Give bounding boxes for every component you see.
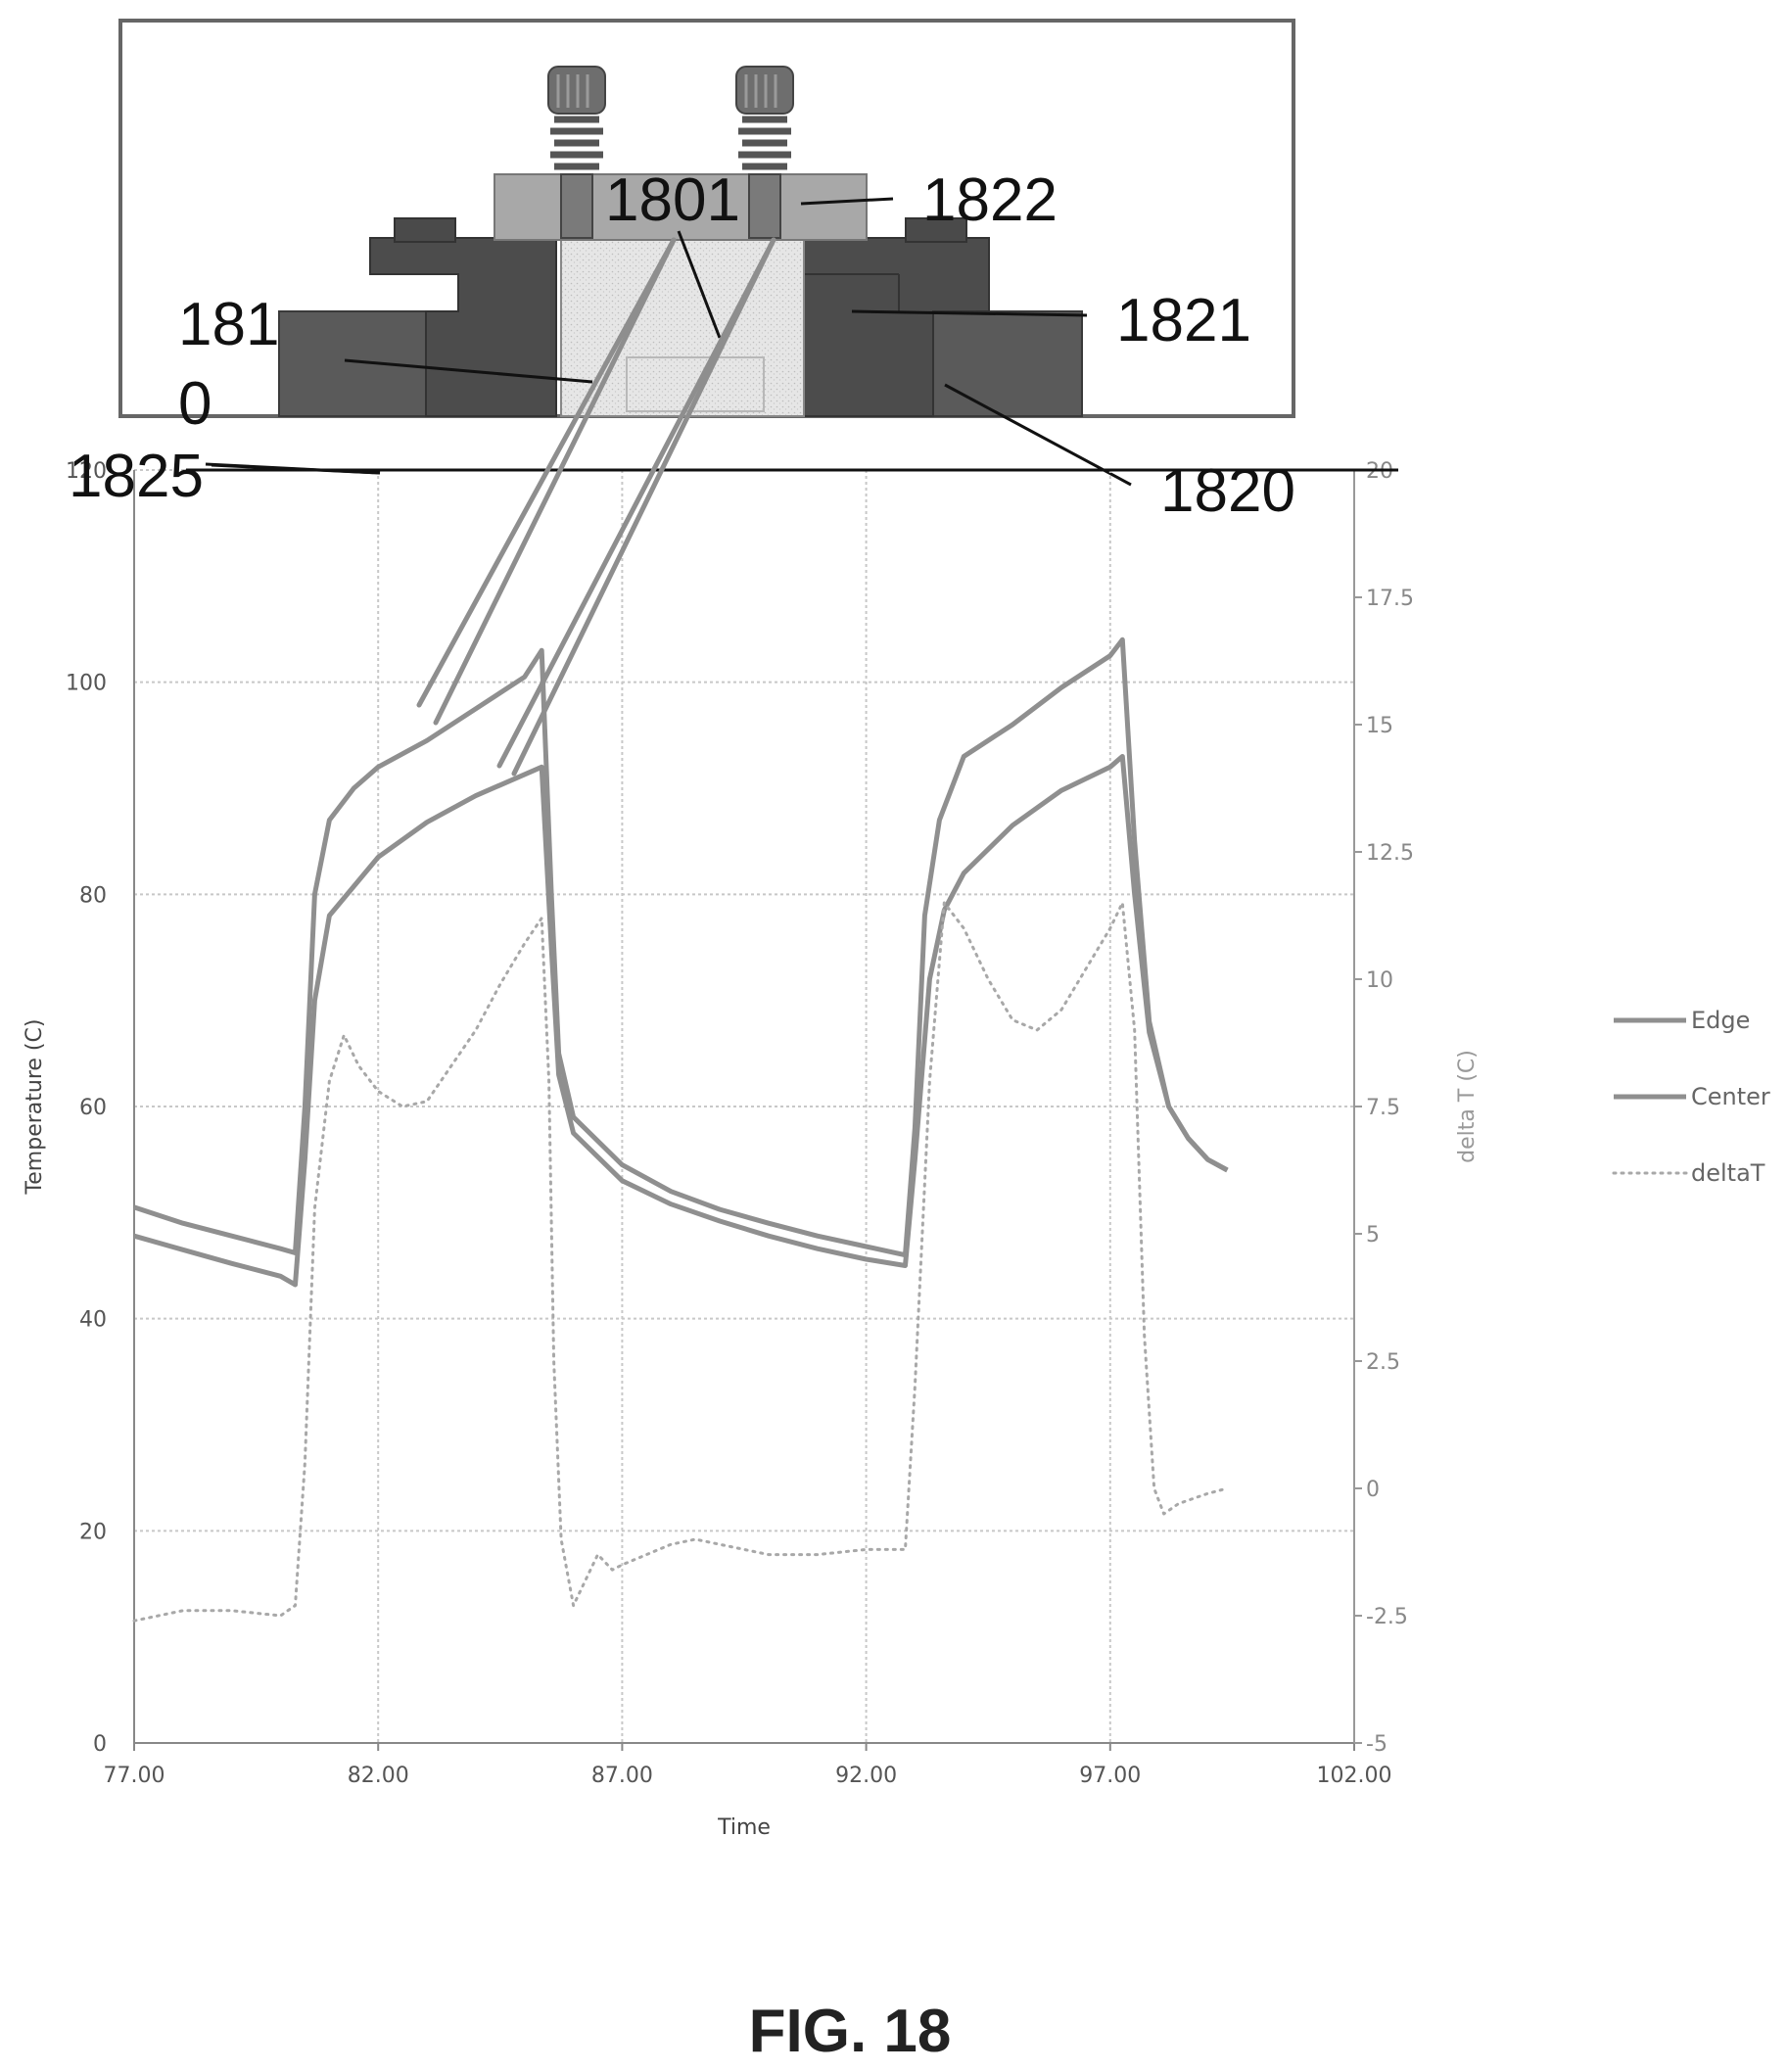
y2-tick-label: 7.5: [1366, 1096, 1400, 1120]
y-tick-label: 0: [93, 1732, 107, 1757]
callout-1810-line2: 0: [178, 370, 212, 438]
y-tick-label: 20: [79, 1520, 107, 1544]
x-tick-label: 102.00: [1317, 1764, 1392, 1788]
x-tick-label: 87.00: [591, 1764, 653, 1788]
figure-caption: FIG. 18: [749, 1998, 952, 2065]
y2-tick-label: 2.5: [1366, 1350, 1400, 1375]
y2-axis-title: delta T (C): [1455, 1050, 1480, 1163]
y-tick-label: 80: [79, 883, 107, 908]
left-tab: [394, 217, 456, 243]
y2-tick-label: 0: [1366, 1478, 1380, 1502]
callout-1821: 1821: [1116, 287, 1251, 354]
x-axis-title: Time: [717, 1815, 771, 1840]
y-axis-title: Temperature (C): [23, 1019, 47, 1196]
y2-tick-label: -2.5: [1366, 1605, 1408, 1629]
series-line-center: [133, 754, 1229, 1288]
legend-label-center: Center: [1691, 1083, 1770, 1110]
series-line-edge: [133, 636, 1229, 1258]
callout-1825: 1825: [69, 443, 204, 510]
y2-tick-label: 12.5: [1366, 841, 1414, 866]
y2-tick-label: 17.5: [1366, 587, 1414, 611]
x-tick-label: 92.00: [835, 1764, 897, 1788]
y2-tick-label: 10: [1366, 968, 1393, 993]
chart-axes: 77.00 82.00 87.00 92.00 97.00 102.00 0 20 40 60 80…: [66, 459, 1414, 1788]
legend-label-edge: Edge: [1691, 1007, 1750, 1034]
y2-tick-label: 5: [1366, 1223, 1380, 1248]
callout-1810-line1: 181: [178, 291, 279, 358]
x-tick-label: 97.00: [1079, 1764, 1141, 1788]
y-tick-label: 100: [66, 672, 107, 696]
y-tick-label: 60: [79, 1096, 107, 1120]
callout-1820: 1820: [1160, 457, 1295, 525]
y2-tick-label: -5: [1366, 1732, 1387, 1757]
y-tick-label: 40: [79, 1308, 107, 1333]
series-line-deltat: [132, 901, 1229, 1623]
left-step-block: [369, 237, 557, 417]
legend-label-deltat: deltaT: [1691, 1159, 1765, 1187]
sensor-bracket-lines: [416, 237, 776, 777]
leader-lines: [205, 197, 1132, 487]
top-housing: [494, 173, 868, 241]
x-tick-label: 77.00: [104, 1764, 165, 1788]
cross-section-illustration: 1801 1822 1821 181 0 1820: [118, 19, 1295, 525]
left-screw: [547, 66, 606, 239]
leader-line-1825: [211, 463, 381, 475]
y-tick-label: 120: [66, 459, 107, 484]
chart-series: [132, 636, 1229, 1623]
right-tab: [905, 217, 967, 243]
chart-legend: Edge Center deltaT: [1612, 1007, 1770, 1187]
y2-tick-label: 15: [1366, 714, 1393, 738]
callout-1801: 1801: [605, 166, 740, 234]
callout-1822: 1822: [922, 166, 1058, 234]
x-tick-label: 82.00: [348, 1764, 409, 1788]
right-screw: [735, 66, 794, 239]
